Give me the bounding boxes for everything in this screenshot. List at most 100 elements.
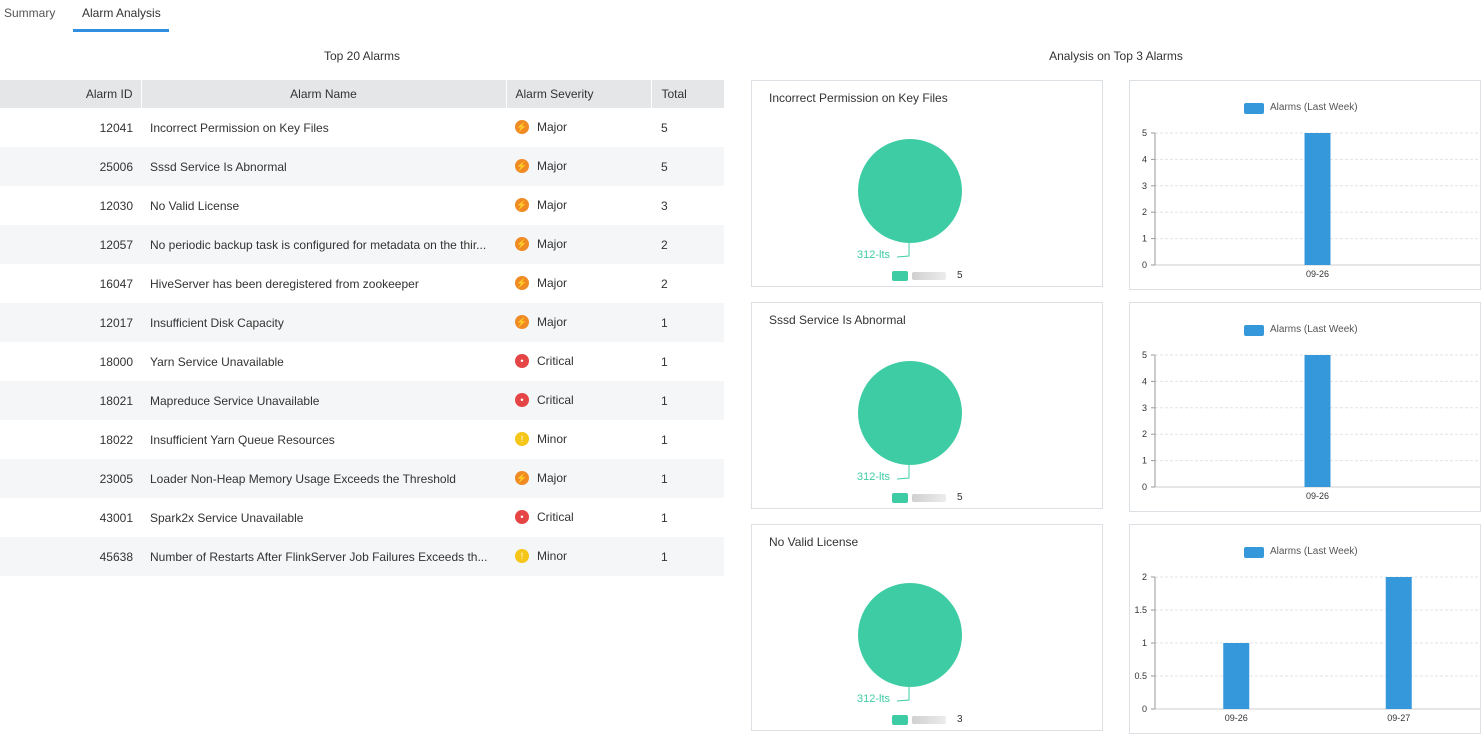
column-header-alarm-name[interactable]: Alarm Name (141, 80, 507, 108)
minor-severity-icon: ! (515, 548, 529, 563)
alarm-name-cell: Number of Restarts After FlinkServer Job… (141, 537, 506, 576)
table-row[interactable]: 23005 Loader Non-Heap Memory Usage Exceed… (0, 459, 724, 498)
alarm-id-cell: 43001 (99, 510, 133, 525)
bar-legend-swatch[interactable] (1244, 547, 1264, 558)
table-row[interactable]: 18000 Yarn Service Unavailable • Critical 1 (0, 342, 724, 381)
severity-label: Minor (537, 432, 568, 447)
table-row[interactable]: 45638 Number of Restarts After FlinkServe… (0, 537, 724, 576)
table-row[interactable]: 43001 Spark2x Service Unavailable • Critica… (0, 498, 724, 537)
severity-label: Major (537, 276, 568, 291)
y-tick-label: 4 (1142, 154, 1147, 164)
y-tick-label: 1 (1142, 234, 1147, 244)
alarm-id-cell: 25006 (0, 147, 141, 186)
bar[interactable] (1304, 133, 1331, 265)
pie-legend-redacted-label (912, 272, 946, 280)
table-row[interactable]: 18021 Mapreduce Service Unavailable • Criti… (0, 381, 724, 420)
pie-slice[interactable] (858, 583, 962, 687)
y-tick-label: 0 (1142, 482, 1147, 492)
alarm-severity-cell: ⚡ Major (506, 303, 651, 342)
alarm-name-cell: Insufficient Disk Capacity (141, 303, 506, 342)
alarm-id-cell: 18022 (99, 432, 133, 447)
y-tick-label: 1.5 (1134, 605, 1147, 615)
bar-legend-label: Alarms (Last Week) (1270, 324, 1358, 335)
pie-legend-swatch[interactable] (892, 271, 908, 281)
table-row[interactable]: 12041 Incorrect Permission on Key Files ⚡ M… (0, 108, 724, 147)
y-tick-label: 3 (1142, 181, 1147, 191)
pie-legend-swatch[interactable] (892, 715, 908, 725)
bar-legend-swatch[interactable] (1244, 325, 1264, 336)
table-row[interactable]: 25006 Sssd Service Is Abnormal ⚡ Major 5 (0, 147, 724, 186)
alarm-total-cell: 1 (651, 459, 724, 498)
alarm-id-cell: 23005 (0, 459, 141, 498)
alarm-id-cell: 18021 (0, 381, 141, 420)
alarm-id-cell: 45638 (0, 537, 141, 576)
critical-severity-icon: • (515, 509, 529, 524)
severity-label: Critical (537, 393, 574, 408)
major-severity-icon: ⚡ (515, 314, 529, 329)
pie-chart-title: Incorrect Permission on Key Files (769, 91, 948, 105)
bar-chart: 0 1 2 3 4 5 09-26 (1142, 128, 1480, 279)
major-severity-icon: ⚡ (515, 158, 529, 173)
bar-legend-swatch[interactable] (1244, 103, 1264, 114)
severity-label: Critical (537, 354, 574, 369)
x-tick-label: 09-26 (1306, 269, 1329, 279)
alarm-id-cell: 18000 (99, 354, 133, 369)
alarm-name-cell: No Valid License (150, 198, 240, 213)
y-tick-label: 3 (1142, 403, 1147, 413)
pie-slice[interactable] (858, 361, 962, 465)
column-header-alarm-severity[interactable]: Alarm Severity (506, 80, 652, 108)
tab-summary[interactable]: Summary (4, 6, 56, 20)
y-tick-label: 0.5 (1134, 671, 1147, 681)
pie-legend-value: 5 (957, 492, 963, 503)
alarm-name-cell: Insufficient Yarn Queue Resources (150, 432, 335, 447)
bar[interactable] (1223, 643, 1250, 709)
alarm-total-cell: 5 (661, 120, 668, 135)
pie-slice[interactable] (858, 139, 962, 243)
major-severity-icon: ⚡ (515, 197, 529, 212)
critical-severity-icon: • (515, 392, 529, 407)
table-row[interactable]: 18022 Insufficient Yarn Queue Resources! M… (0, 420, 724, 459)
pie-chart-panel: Sssd Service Is Abnormal 312-lts 5 (751, 302, 1103, 509)
alarm-name-cell: Yarn Service Unavailable (150, 354, 284, 369)
alarm-name-cell: Sssd Service Is Abnormal (141, 147, 506, 186)
table-row[interactable]: 16047 HiveServer has been deregistered fr… (0, 264, 724, 303)
table-row[interactable]: 12057 No periodic backup task is configur… (0, 225, 724, 264)
minor-severity-icon: ! (515, 431, 529, 446)
alarm-id-cell: 12030 (99, 198, 133, 213)
alarm-severity-cell: • Critical (506, 342, 651, 381)
bar-legend-label: Alarms (Last Week) (1270, 102, 1358, 113)
y-tick-label: 0 (1142, 704, 1147, 714)
alarm-total-cell: 1 (651, 381, 724, 420)
alarm-name-cell: No periodic backup task is configured fo… (141, 225, 506, 264)
bar[interactable] (1304, 355, 1331, 487)
y-tick-label: 5 (1142, 350, 1147, 360)
alarm-name-cell: Mapreduce Service Unavailable (141, 381, 506, 420)
bar-legend-label: Alarms (Last Week) (1270, 546, 1358, 557)
alarm-id-cell: 12057 (0, 225, 141, 264)
column-header-total[interactable]: Total (651, 80, 725, 108)
alarm-total-cell: 1 (651, 537, 724, 576)
y-tick-label: 2 (1142, 429, 1147, 439)
column-header-alarm-id[interactable]: Alarm ID (0, 80, 142, 108)
tab-bar: Summary Alarm Analysis (0, 0, 1483, 32)
bar[interactable] (1385, 577, 1412, 709)
pie-legend-redacted-label (912, 716, 946, 724)
alarm-total-cell: 2 (661, 276, 668, 291)
alarm-total-cell: 5 (651, 147, 724, 186)
pie-legend-swatch[interactable] (892, 493, 908, 503)
y-tick-label: 4 (1142, 376, 1147, 386)
bar-chart: 0 0.5 1 1.5 2 09-26 09-27 (1134, 572, 1480, 723)
table-row[interactable]: 12017 Insufficient Disk Capacity ⚡ Major 1 (0, 303, 724, 342)
table-row[interactable]: 12030 No Valid License ⚡ Major 3 (0, 186, 724, 225)
tab-alarm-analysis[interactable]: Alarm Analysis (73, 6, 169, 32)
alarm-severity-cell: • Critical (506, 498, 651, 537)
x-tick-label: 09-26 (1225, 713, 1248, 723)
alarm-total-cell: 1 (651, 303, 724, 342)
pie-legend-value: 3 (957, 714, 963, 725)
pie-chart-panel: Incorrect Permission on Key Files 312-lts… (751, 80, 1103, 287)
pie-label-leader (896, 687, 910, 702)
pie-chart (858, 361, 962, 480)
pie-legend-redacted-label (912, 494, 946, 502)
alarm-total-cell: 3 (661, 198, 668, 213)
y-tick-label: 2 (1142, 207, 1147, 217)
